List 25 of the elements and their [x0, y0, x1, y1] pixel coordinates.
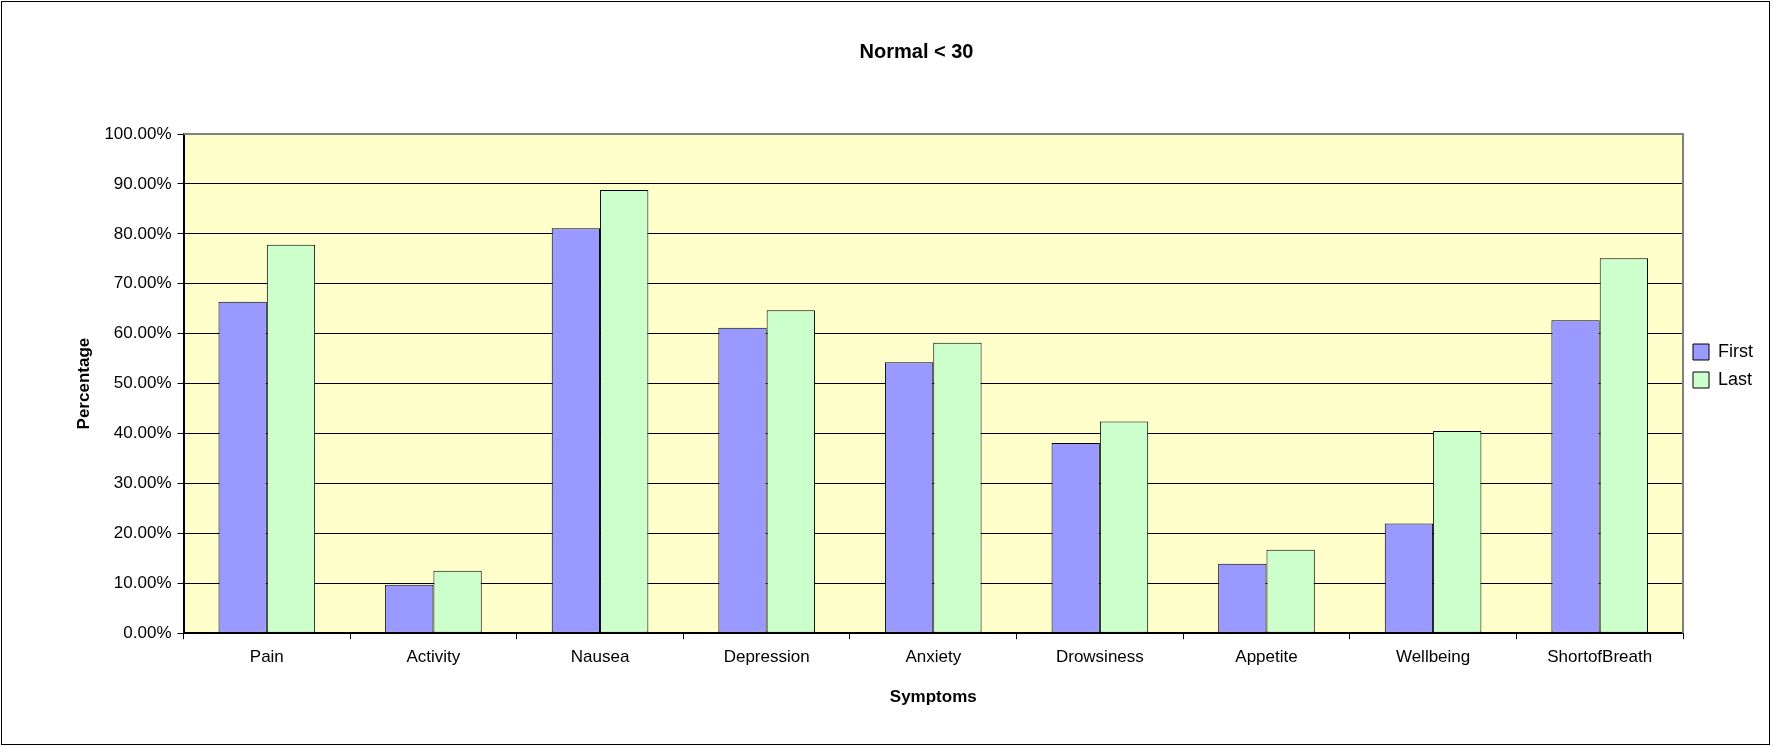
x-tick-label: Pain: [249, 647, 284, 667]
legend-label: Last: [1718, 368, 1753, 389]
x-tick-label: ShortofBreath: [1547, 647, 1653, 667]
x-tick-label: Nausea: [570, 647, 630, 667]
y-tick-label: 0.00%: [123, 622, 172, 642]
chart-title: Normal < 30: [859, 39, 974, 62]
y-tick-label: 60.00%: [113, 323, 172, 343]
y-axis-title: Percentage: [73, 337, 93, 430]
y-tick-label: 50.00%: [113, 373, 172, 393]
x-tick-label: Appetite: [1235, 647, 1298, 667]
y-tick-label: 20.00%: [113, 523, 172, 543]
x-tick-label: Drowsiness: [1055, 647, 1144, 667]
x-tick-label: Activity: [406, 647, 461, 667]
x-tick-label: Anxiety: [905, 647, 962, 667]
y-tick-label: 90.00%: [113, 173, 172, 193]
y-tick-label: 100.00%: [104, 123, 172, 143]
x-tick-label: Wellbeing: [1395, 647, 1471, 667]
x-tick-label: Depression: [723, 647, 810, 667]
legend-label: First: [1718, 340, 1754, 361]
y-tick-label: 30.00%: [113, 473, 172, 493]
x-axis-title: Symptoms: [889, 687, 977, 707]
y-tick-label: 70.00%: [113, 273, 172, 293]
y-tick-label: 80.00%: [113, 223, 172, 243]
y-tick-label: 10.00%: [113, 572, 172, 592]
y-tick-label: 40.00%: [113, 423, 172, 443]
